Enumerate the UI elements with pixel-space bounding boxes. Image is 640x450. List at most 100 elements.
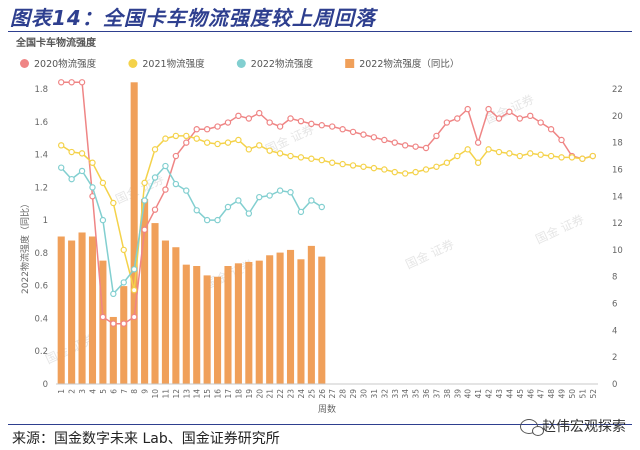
point-s2022-week-18 xyxy=(235,197,242,204)
x-tick-label: 26 xyxy=(318,389,327,399)
point-s2020-week-11 xyxy=(162,186,169,193)
legend-item-s2021: 2021物流强度 xyxy=(128,58,205,70)
wechat-label: 赵伟宏观探索 xyxy=(542,419,626,435)
point-s2022-week-9 xyxy=(141,197,148,204)
point-s2021-week-21 xyxy=(266,147,273,154)
legend-label: 2020物流强度 xyxy=(34,58,97,70)
footer-rule xyxy=(8,424,632,425)
wechat-icon xyxy=(520,418,544,436)
x-tick-label: 31 xyxy=(370,389,379,399)
x-tick-label: 7 xyxy=(120,389,129,394)
point-s2021-week-22 xyxy=(276,150,284,157)
x-tick-label: 18 xyxy=(234,389,243,399)
point-s2021-week-29 xyxy=(349,162,357,169)
legend-item-s2020: 2020物流强度 xyxy=(20,58,97,70)
x-tick-label: 32 xyxy=(380,389,389,399)
y2-tick-label: 8 xyxy=(612,273,617,283)
x-tick-label: 6 xyxy=(109,389,118,394)
x-tick-label: 40 xyxy=(464,389,473,399)
point-s2021-week-35 xyxy=(412,168,419,176)
y2-tick-label: 20 xyxy=(612,112,623,122)
point-s2020-week-15 xyxy=(203,126,211,133)
x-tick-label: 46 xyxy=(526,389,535,399)
point-s2021-week-5 xyxy=(99,179,107,187)
point-s2020-week-12 xyxy=(172,152,180,160)
x-tick-label: 45 xyxy=(516,389,525,399)
bar-week-5 xyxy=(99,260,107,384)
bar-week-2 xyxy=(68,240,76,384)
bar-week-7 xyxy=(120,286,128,384)
wechat-badge: 赵伟宏观探索 xyxy=(520,416,626,436)
point-s2020-week-26 xyxy=(318,122,325,129)
x-tick-label: 12 xyxy=(172,389,181,399)
legend-item-bars: 2022物流强度（同比） xyxy=(345,58,459,70)
point-s2022-week-7 xyxy=(120,279,127,286)
point-s2022-week-25 xyxy=(308,197,315,204)
point-s2020-week-36 xyxy=(422,144,430,152)
point-s2020-week-48 xyxy=(547,126,555,133)
bar-week-26 xyxy=(318,256,326,384)
bar-week-25 xyxy=(307,245,315,384)
x-tick-label: 39 xyxy=(453,389,462,399)
y-tick-label: 1 xyxy=(43,216,48,226)
point-s2020-week-44 xyxy=(506,108,513,115)
y2-tick-label: 10 xyxy=(612,246,623,256)
point-s2020-week-10 xyxy=(151,206,159,213)
bar-week-15 xyxy=(203,275,211,384)
x-tick-label: 17 xyxy=(224,389,233,399)
plot-area: 024681012141618202200.20.40.60.811.21.41… xyxy=(34,79,623,399)
point-s2020-week-41 xyxy=(474,139,482,146)
y-tick-label: 0.2 xyxy=(34,347,48,357)
bar-week-22 xyxy=(276,252,284,384)
y-tick-label: 0.8 xyxy=(34,249,48,259)
point-s2021-week-42 xyxy=(485,146,492,153)
x-tick-label: 25 xyxy=(307,389,316,399)
point-s2020-week-25 xyxy=(308,120,315,128)
y-tick-label: 0.6 xyxy=(34,282,48,292)
bar-week-17 xyxy=(224,266,232,384)
legend-label: 2022物流强度（同比） xyxy=(359,58,459,70)
point-s2020-week-18 xyxy=(235,112,242,120)
point-s2021-week-49 xyxy=(558,154,565,161)
point-s2020-week-38 xyxy=(443,119,451,126)
y-tick-label: 1.2 xyxy=(34,183,48,193)
x-tick-label: 41 xyxy=(474,389,483,399)
point-s2021-week-4 xyxy=(89,159,96,166)
x-tick-label: 21 xyxy=(266,389,275,399)
bar-week-20 xyxy=(255,260,263,384)
y2-tick-label: 22 xyxy=(612,85,623,95)
y-tick-label: 1.4 xyxy=(34,151,48,161)
y-tick-label: 0.4 xyxy=(34,314,48,324)
bar-week-24 xyxy=(297,259,305,384)
point-s2021-week-38 xyxy=(443,159,451,166)
bar-week-12 xyxy=(172,247,180,384)
bar-week-18 xyxy=(234,263,242,384)
point-s2020-week-23 xyxy=(287,115,294,122)
point-s2021-week-23 xyxy=(287,152,294,160)
point-s2021-week-14 xyxy=(193,135,200,142)
point-s2020-week-46 xyxy=(527,112,534,120)
x-tick-label: 10 xyxy=(151,389,160,399)
point-s2020-week-1 xyxy=(58,79,65,86)
bar-week-10 xyxy=(151,223,159,384)
point-s2021-week-15 xyxy=(203,139,211,146)
point-s2021-week-43 xyxy=(495,148,503,156)
x-tick-label: 9 xyxy=(141,389,150,394)
point-s2020-week-13 xyxy=(183,139,190,146)
x-tick-label: 30 xyxy=(359,389,368,399)
point-s2022-week-8 xyxy=(130,266,138,273)
point-s2020-week-7 xyxy=(120,320,127,327)
legend-label: 2021物流强度 xyxy=(142,58,205,70)
legend: 2020物流强度 2021物流强度 2022物流强度 2022物流强度（同比） xyxy=(20,58,459,70)
y2-tick-label: 0 xyxy=(612,380,617,390)
x-tick-label: 23 xyxy=(287,389,296,399)
x-tick-label: 24 xyxy=(297,389,306,399)
y2-axis-label: 2022物流强度（同比） xyxy=(19,199,31,294)
bar-week-19 xyxy=(245,261,253,384)
point-s2020-week-22 xyxy=(276,123,284,130)
point-s2021-week-20 xyxy=(256,142,263,149)
bar-week-23 xyxy=(286,249,295,384)
x-tick-label: 29 xyxy=(349,389,358,399)
point-s2021-week-52 xyxy=(589,152,596,160)
point-s2022-week-23 xyxy=(287,189,294,196)
